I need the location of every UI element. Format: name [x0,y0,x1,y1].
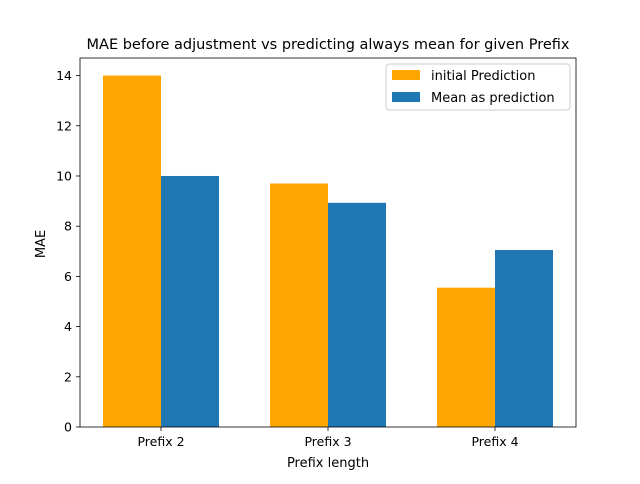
chart-title: MAE before adjustment vs predicting alwa… [87,37,570,53]
y-axis-label: MAE [34,230,49,258]
y-tick-label-0: 0 [64,420,72,435]
legend: initial Prediction Mean as prediction [385,63,571,111]
y-tick-label-6: 6 [64,269,72,284]
bars-layer [103,75,553,428]
x-tick-label-prefix-2: Prefix 2 [137,434,184,449]
y-tick-label-4: 4 [64,319,72,334]
legend-label-mean-as-prediction: Mean as prediction [431,91,555,106]
x-axis-label: Prefix length [287,456,369,471]
legend-swatch-initial-prediction [392,70,420,80]
plot-frame [79,57,577,428]
y-tick-label-12: 12 [56,118,72,133]
x-tick-label-prefix-4: Prefix 4 [471,434,518,449]
y-tick-label-8: 8 [64,219,72,234]
x-tick-label-prefix-3: Prefix 3 [304,434,351,449]
legend-swatch-mean-as-prediction [392,92,420,102]
bar-mean-as-prediction-prefix-2 [161,175,219,427]
bar-initial-prediction-prefix-4 [437,287,495,427]
bar-mean-as-prediction-prefix-4 [495,250,553,427]
bar-initial-prediction-prefix-2 [103,75,161,428]
legend-frame [385,63,571,111]
y-tick-label-10: 10 [56,168,72,183]
axes-layer: Prefix 2 Prefix 3 Prefix 4 0 2 4 6 8 10 12 14 [56,57,577,449]
y-tick-label-14: 14 [56,68,72,83]
y-tick-label-2: 2 [64,369,72,384]
bar-mean-as-prediction-prefix-3 [328,202,386,427]
legend-label-initial-prediction: initial Prediction [431,69,535,84]
bar-initial-prediction-prefix-3 [270,183,328,427]
